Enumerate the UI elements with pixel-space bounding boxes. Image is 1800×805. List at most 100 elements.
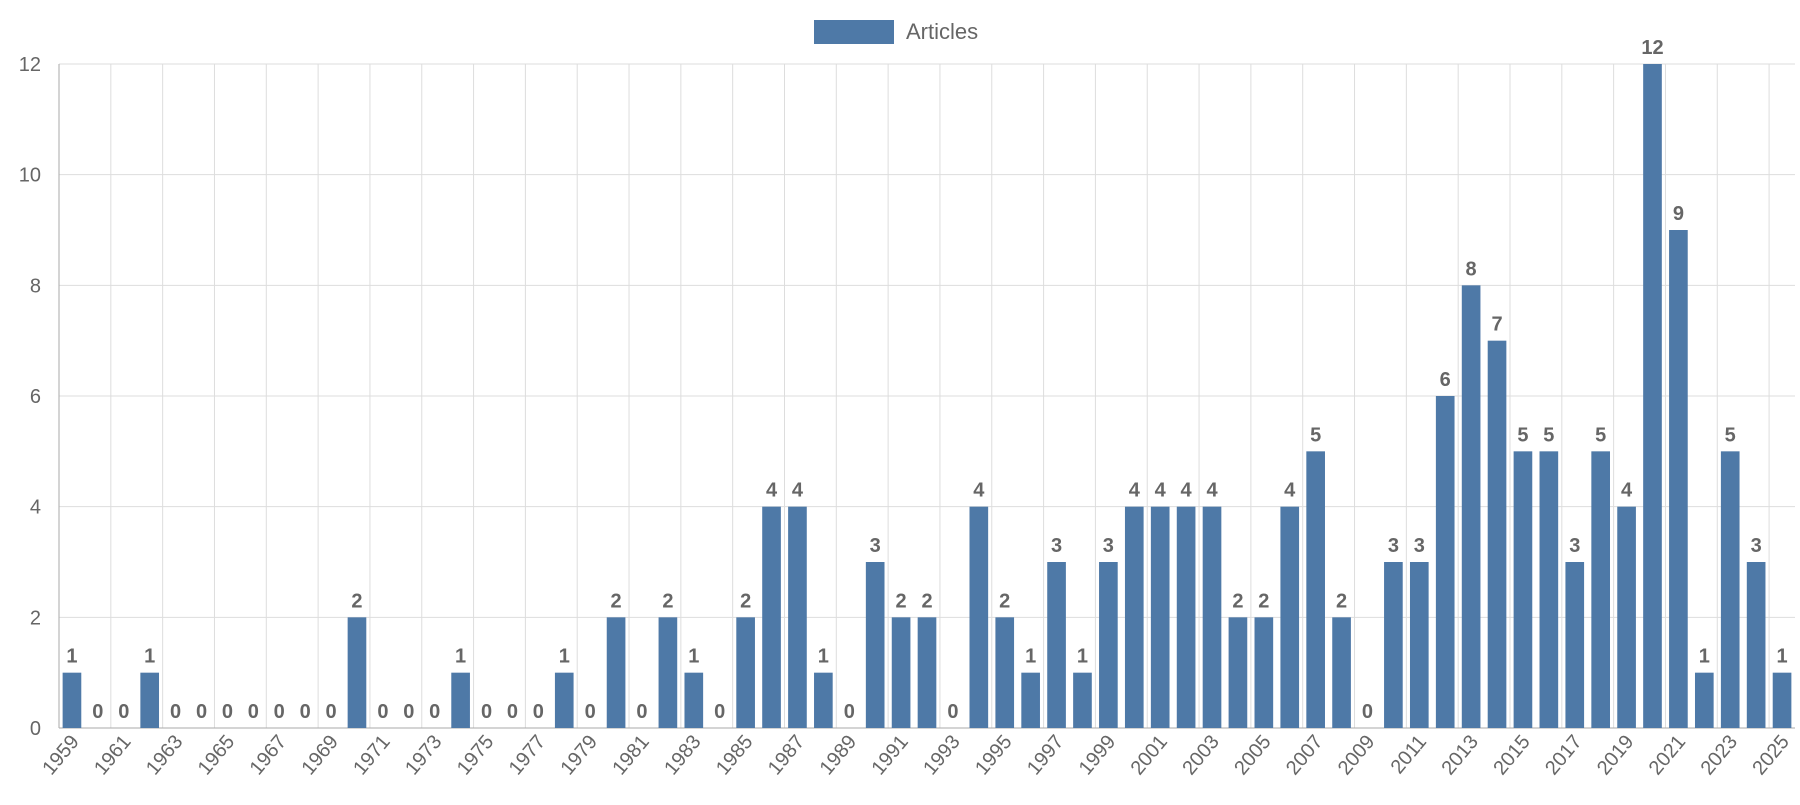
bar-1994[interactable] (969, 506, 989, 728)
bar-1970[interactable] (347, 617, 367, 728)
data-label-2008: 2 (1336, 590, 1347, 612)
x-tick-label: 1973 (401, 731, 446, 779)
bar-2002[interactable] (1176, 506, 1196, 728)
bar-1985[interactable] (736, 617, 755, 728)
bar-1987[interactable] (788, 506, 807, 728)
bar-1982[interactable] (658, 617, 678, 728)
bar-2012[interactable] (1435, 396, 1455, 728)
bar-1991[interactable] (891, 617, 911, 728)
data-label-2025: 1 (1776, 646, 1787, 668)
data-label-1976: 0 (507, 701, 518, 723)
bar-1992[interactable] (917, 617, 937, 728)
x-tick-label: 2011 (1387, 731, 1432, 778)
x-tick-label: 1971 (349, 731, 394, 779)
y-tick-label: 2 (30, 607, 41, 629)
data-label-1983: 1 (688, 646, 699, 668)
data-label-1980: 2 (611, 590, 622, 612)
bar-2024[interactable] (1746, 562, 1766, 728)
bar-1990[interactable] (865, 562, 885, 728)
bar-1988[interactable] (814, 672, 833, 728)
x-tick-label: 2025 (1748, 731, 1793, 779)
bar-2013[interactable] (1461, 285, 1481, 728)
bar-2010[interactable] (1384, 562, 1403, 728)
bar-2016[interactable] (1539, 451, 1559, 728)
x-tick-label: 1979 (557, 731, 602, 779)
data-label-2007: 5 (1310, 424, 1321, 446)
data-label-1990: 3 (870, 535, 881, 557)
bar-2021[interactable] (1669, 230, 1688, 728)
bar-2023[interactable] (1720, 451, 1740, 728)
bar-1999[interactable] (1099, 562, 1118, 728)
bar-1962[interactable] (140, 672, 160, 728)
x-tick-label: 2001 (1127, 731, 1172, 779)
x-tick-label: 1997 (1023, 731, 1068, 779)
data-label-1959: 1 (66, 646, 77, 668)
bar-1995[interactable] (995, 617, 1015, 728)
data-label-1991: 2 (896, 590, 907, 612)
bar-2018[interactable] (1591, 451, 1610, 728)
x-tick-label: 1961 (90, 731, 135, 779)
data-label-2000: 4 (1129, 480, 1141, 502)
bar-2007[interactable] (1306, 451, 1325, 728)
x-tick-label: 2009 (1334, 731, 1379, 779)
bar-2015[interactable] (1513, 451, 1533, 728)
bar-2000[interactable] (1124, 506, 1144, 728)
bar-2020[interactable] (1643, 64, 1662, 728)
x-tick-label: 1975 (453, 731, 498, 779)
bar-1997[interactable] (1047, 562, 1066, 728)
x-tick-label: 1995 (971, 731, 1016, 779)
bar-2005[interactable] (1254, 617, 1274, 728)
bar-1986[interactable] (762, 506, 781, 728)
data-label-2022: 1 (1699, 646, 1710, 668)
bar-2025[interactable] (1772, 672, 1792, 728)
legend[interactable]: Articles (814, 19, 978, 44)
bar-2003[interactable] (1202, 506, 1222, 728)
bar-1996[interactable] (1021, 672, 1040, 728)
x-tick-label: 2019 (1593, 731, 1638, 779)
bar-2014[interactable] (1487, 340, 1507, 728)
bar-2017[interactable] (1565, 562, 1585, 728)
data-label-2006: 4 (1284, 480, 1296, 502)
bar-1978[interactable] (554, 672, 574, 728)
bar-1983[interactable] (684, 672, 704, 728)
data-label-2017: 3 (1569, 535, 1580, 557)
bar-1974[interactable] (451, 672, 470, 728)
data-label-2012: 6 (1440, 369, 1451, 391)
x-tick-label: 2021 (1645, 731, 1690, 779)
x-tick-label: 1999 (1075, 731, 1120, 779)
data-label-1967: 0 (274, 701, 285, 723)
data-label-2009: 0 (1362, 701, 1373, 723)
bar-2004[interactable] (1228, 617, 1248, 728)
bar-2011[interactable] (1409, 562, 1429, 728)
x-tick-label: 1983 (660, 731, 705, 779)
bar-2006[interactable] (1280, 506, 1300, 728)
data-label-1981: 0 (636, 701, 647, 723)
data-label-1961: 0 (118, 701, 129, 723)
x-tick-label: 1959 (38, 731, 83, 779)
bar-2008[interactable] (1332, 617, 1351, 728)
data-label-2021: 9 (1673, 203, 1684, 225)
bar-1980[interactable] (606, 617, 626, 728)
bar-1998[interactable] (1073, 672, 1092, 728)
bar-1959[interactable] (62, 672, 82, 728)
y-tick-label: 6 (30, 386, 41, 408)
data-label-1960: 0 (92, 701, 103, 723)
data-label-1998: 1 (1077, 646, 1088, 668)
bar-2019[interactable] (1617, 506, 1636, 728)
bar-2001[interactable] (1150, 506, 1170, 728)
data-label-1965: 0 (222, 701, 233, 723)
data-label-1973: 0 (429, 701, 440, 723)
bar-2022[interactable] (1694, 672, 1714, 728)
x-tick-label: 1977 (505, 731, 550, 779)
data-label-1971: 0 (377, 701, 388, 723)
data-label-2014: 7 (1491, 314, 1502, 336)
data-label-2005: 2 (1258, 590, 1269, 612)
data-label-1996: 1 (1025, 646, 1036, 668)
data-label-1970: 2 (351, 590, 362, 612)
x-tick-label: 2023 (1697, 731, 1742, 779)
data-label-2002: 4 (1181, 480, 1193, 502)
data-label-2018: 5 (1595, 424, 1606, 446)
data-label-2001: 4 (1155, 480, 1167, 502)
